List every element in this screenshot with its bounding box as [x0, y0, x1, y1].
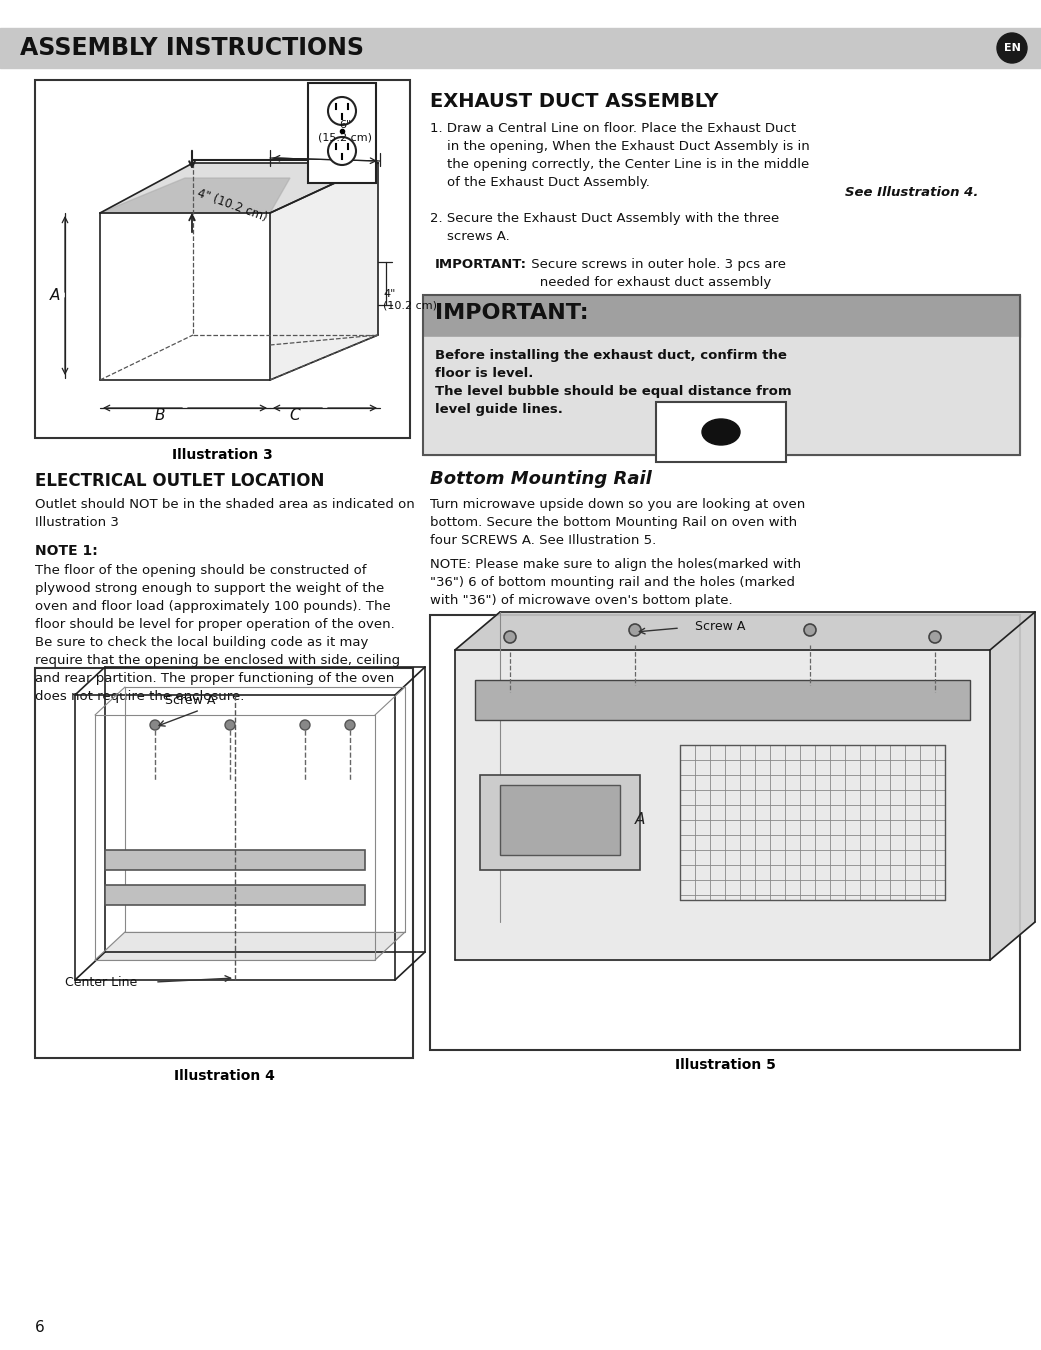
Text: Before installing the exhaust duct, confirm the
floor is level.
The level bubble: Before installing the exhaust duct, conf…	[435, 350, 791, 416]
Polygon shape	[455, 612, 1035, 649]
Text: See Illustration 4.: See Illustration 4.	[845, 186, 979, 198]
Circle shape	[328, 97, 356, 126]
Bar	[308, 82, 376, 184]
Text: Screw A: Screw A	[164, 694, 215, 706]
Circle shape	[225, 720, 235, 730]
Text: 1. Draw a Central Line on floor. Place the Exhaust Duct
    in the opening, When: 1. Draw a Central Line on floor. Place t…	[430, 122, 810, 189]
Bar	[656, 402, 786, 462]
Text: of the Exhaust Duct Assembly.: of the Exhaust Duct Assembly.	[433, 186, 657, 198]
Bar	[423, 296, 1020, 455]
Bar	[0, 28, 1041, 68]
Ellipse shape	[702, 418, 740, 446]
Text: ELECTRICAL OUTLET LOCATION: ELECTRICAL OUTLET LOCATION	[35, 472, 325, 490]
Polygon shape	[100, 163, 378, 213]
Text: NOTE 1:: NOTE 1:	[35, 544, 98, 558]
Text: ASSEMBLY INSTRUCTIONS: ASSEMBLY INSTRUCTIONS	[20, 36, 364, 59]
Text: 2. Secure the Exhaust Duct Assembly with the three
    screws A.: 2. Secure the Exhaust Duct Assembly with…	[430, 212, 780, 243]
Text: A: A	[50, 288, 60, 302]
Polygon shape	[270, 163, 378, 379]
Text: Bottom Mounting Rail: Bottom Mounting Rail	[430, 470, 652, 487]
Text: IMPORTANT:: IMPORTANT:	[435, 258, 527, 271]
Text: 6"
(15.2 cm): 6" (15.2 cm)	[318, 120, 372, 142]
Bar	[105, 850, 365, 869]
Text: Illustration 5: Illustration 5	[675, 1058, 776, 1072]
Text: Center Line: Center Line	[65, 976, 137, 988]
Bar	[105, 886, 365, 904]
Bar	[475, 680, 970, 720]
Text: The floor of the opening should be constructed of
plywood strong enough to suppo: The floor of the opening should be const…	[35, 564, 400, 703]
Text: Illustration 4: Illustration 4	[174, 1069, 275, 1083]
Text: 4" (10.2 cm): 4" (10.2 cm)	[195, 186, 269, 224]
Text: A: A	[635, 813, 645, 828]
Circle shape	[150, 720, 160, 730]
Text: EXHAUST DUCT ASSEMBLY: EXHAUST DUCT ASSEMBLY	[430, 92, 718, 111]
Text: 6: 6	[35, 1320, 45, 1335]
Text: EN: EN	[1004, 43, 1020, 53]
Circle shape	[345, 720, 355, 730]
Text: 4"
(10.2 cm): 4" (10.2 cm)	[383, 289, 437, 310]
Bar	[430, 616, 1020, 1050]
Circle shape	[300, 720, 310, 730]
Text: Screw A: Screw A	[694, 620, 745, 633]
Text: Outlet should NOT be in the shaded area as indicated on
Illustration 3: Outlet should NOT be in the shaded area …	[35, 498, 414, 529]
Polygon shape	[95, 931, 405, 960]
Polygon shape	[455, 649, 990, 960]
Circle shape	[804, 624, 816, 636]
Circle shape	[328, 136, 356, 165]
Circle shape	[504, 630, 516, 643]
Text: IMPORTANT:: IMPORTANT:	[435, 302, 588, 323]
Bar	[480, 775, 640, 869]
Bar	[423, 338, 1020, 455]
Bar	[35, 668, 413, 1058]
Text: Secure screws in outer hole. 3 pcs are
   needed for exhaust duct assembly: Secure screws in outer hole. 3 pcs are n…	[527, 258, 786, 289]
Circle shape	[629, 624, 641, 636]
Bar	[500, 784, 620, 855]
Circle shape	[929, 630, 941, 643]
Polygon shape	[100, 178, 290, 213]
Bar	[35, 80, 410, 437]
Text: Illustration 3: Illustration 3	[172, 448, 273, 462]
Text: C: C	[289, 408, 300, 423]
Polygon shape	[990, 612, 1035, 960]
Circle shape	[997, 32, 1027, 63]
Text: NOTE: Please make sure to align the holes(marked with
"36") 6 of bottom mounting: NOTE: Please make sure to align the hole…	[430, 558, 802, 608]
Text: Turn microwave upside down so you are looking at oven
bottom. Secure the bottom : Turn microwave upside down so you are lo…	[430, 498, 806, 547]
Bar	[423, 296, 1020, 338]
Text: B: B	[155, 408, 166, 423]
